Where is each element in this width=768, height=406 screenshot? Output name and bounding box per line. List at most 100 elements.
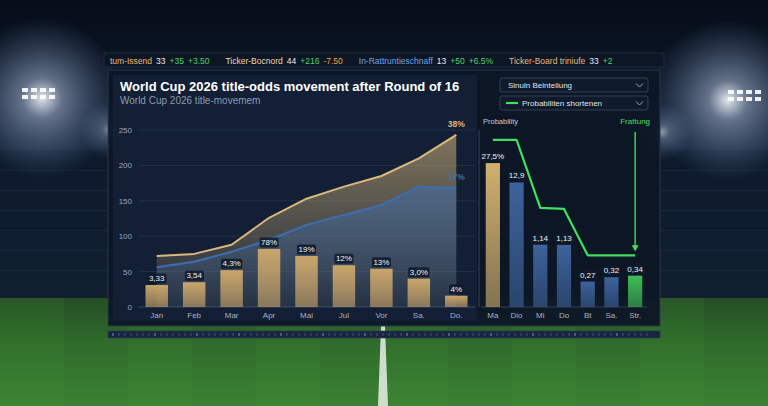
ticker-change: +2 [603,56,613,66]
plot-marks [145,135,467,307]
floodlight-bulb [728,97,734,101]
ticker-name: Ticker-Bocnord [225,56,283,66]
x-tick-label: Str. [629,311,641,320]
scroller-tick [646,333,648,336]
scroller-tick [580,333,582,336]
scroller-tick [526,333,528,336]
scroller-tick [166,333,168,336]
x-tick-label: Sa. [605,311,617,320]
scroller-tick [598,333,600,336]
scroller-tick [178,333,180,336]
scroller-tick [442,333,444,336]
label-patch [147,274,166,284]
area-fill [157,135,457,307]
scroller-tick [568,333,570,336]
bar [509,182,523,307]
scroller-tick [352,333,354,336]
bar [604,277,618,307]
label-patch [185,271,204,281]
y-axis-line [479,130,480,307]
label-patch [507,171,526,181]
scroller-tick [586,333,588,336]
ticker-name: Ticker-Board triniufe [509,56,585,66]
scroller-tick [376,333,378,336]
scroller-tick [640,333,642,336]
scroller-tick [190,333,192,336]
scroller-tick [382,333,384,336]
data-label: 0,34 [627,265,643,274]
scroller-tick [562,333,564,336]
scroller-tick [370,333,372,336]
x-tick-label: Bt [584,311,592,320]
end-label: 38% [448,119,465,129]
scroller-tick [172,333,174,336]
scroller-tick [160,333,162,336]
legend-box [500,78,648,92]
y-tick-label: 50 [123,268,132,277]
label-patch [408,267,429,277]
sky [0,0,768,406]
scroller-tick [214,333,216,336]
ticker-delta: -7.50 [323,56,343,66]
ticker-value: 44 [287,56,297,66]
scroller-tick [364,333,366,336]
scroller-tick [184,333,186,336]
scroller [108,331,660,338]
scroller-tick [262,333,264,336]
scroller-tick [280,333,282,336]
scroller-tick [136,333,138,336]
plot-labels: 27,5%12,91,141,130,270,320,34Frattung [480,117,650,280]
scroller-tick [118,333,120,336]
chart: ProbabilityMaDioMiDoBtSa.Str.27,5%12,91,… [479,78,650,320]
scroller-tick [544,333,546,336]
data-label: 4% [450,285,462,294]
floodlight-bulb [40,88,46,92]
scroller-tick [622,333,624,336]
bar [183,282,205,307]
data-label: 0,27 [580,271,596,280]
scroller-tick [286,333,288,336]
x-tick-label: Sa. [413,311,425,320]
legend-label: Probabiliten shortenen [522,99,602,108]
bar [533,245,547,307]
data-label: 13% [373,258,389,267]
label-patch [555,233,574,243]
bar [295,256,317,307]
x-tick-label: Apr [263,311,276,320]
bar [333,265,355,307]
scroller-tick [346,333,348,336]
title: World Cup 2026 title-odds movement after… [120,79,459,94]
legend-item: Sinuln Beinteilung [500,78,648,92]
ticker-name: tum-Issend [110,56,152,66]
scroller-tick [388,333,390,336]
plot-marks [486,140,643,307]
scroller-tick [436,333,438,336]
scroller-tick [292,333,294,336]
scroller-tick [226,333,228,336]
floodlight-bulb [40,95,46,99]
scroller-tick [244,333,246,336]
y-tick-label: 150 [119,197,133,206]
x-tick-label: Dio [511,311,524,320]
bar [581,282,595,307]
x-tick-label: Vor [375,311,387,320]
scroller-tick [484,333,486,336]
scroller-tick [328,333,330,336]
scroller-tick [550,333,552,336]
area-fill [157,187,457,307]
scroller-tick [112,333,114,336]
bar [220,270,242,307]
scroller-tick [634,333,636,336]
label-patch [260,237,279,247]
panel [108,70,660,338]
scroller-tick [532,333,534,336]
y-tick-label: 250 [119,126,133,135]
label-patch [372,257,391,267]
bar [486,163,500,307]
data-label: 0,32 [604,266,620,275]
x-tick-label: Mar [225,311,239,320]
floodlight-bulb [31,88,37,92]
x-tick-label: Mai [300,311,313,320]
ticker-value: 13 [437,56,447,66]
scroller-tick [508,333,510,336]
